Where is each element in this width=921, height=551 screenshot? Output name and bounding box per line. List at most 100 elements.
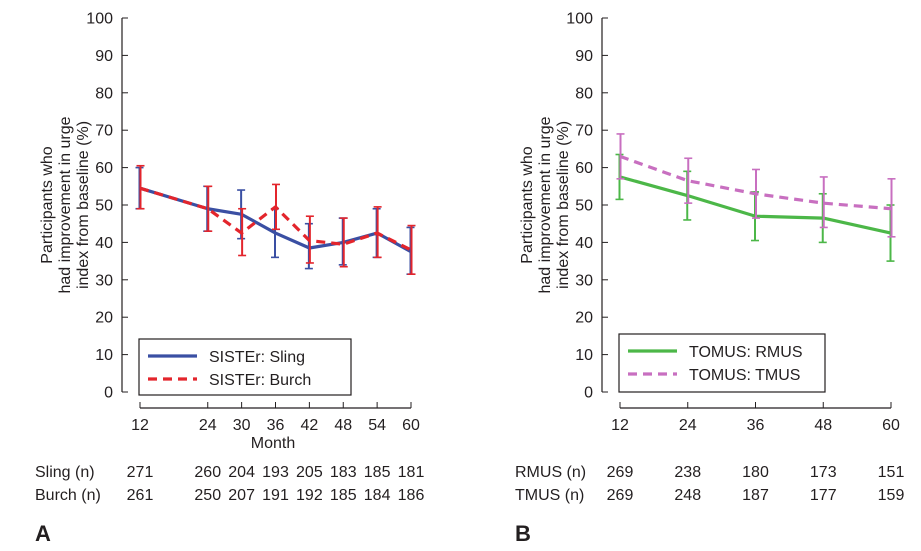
series-1 <box>616 133 896 238</box>
count-value: 151 <box>878 464 905 481</box>
count-value: 173 <box>810 464 837 481</box>
y-tick-label: 90 <box>575 48 593 65</box>
y-tick-label: 100 <box>86 11 113 28</box>
count-value: 192 <box>296 487 323 504</box>
x-tick-label: 12 <box>131 417 149 434</box>
y-tick-label: 80 <box>575 85 593 102</box>
count-value: 261 <box>127 487 154 504</box>
y-axis-title: Participants whohad improvement in urgei… <box>519 116 572 293</box>
y-tick-label: 60 <box>575 160 593 177</box>
count-row-label: Sling (n) <box>35 464 95 481</box>
series-1 <box>136 164 416 275</box>
panel-a-xlabel: Month <box>251 435 295 452</box>
count-value: 269 <box>607 487 634 504</box>
panel-b-y-axis: 0 10 20 30 40 50 60 70 80 90 100 Participants whoha… <box>519 11 608 402</box>
panel-a-legend: SISTEr: Sling SISTEr: Burch <box>138 338 352 396</box>
y-tick-label: 90 <box>95 48 113 65</box>
count-value: 271 <box>127 464 154 481</box>
y-axis-title-line: Participants who <box>39 146 56 263</box>
y-tick-label: 20 <box>95 310 113 327</box>
panel-a: 0 10 20 30 40 50 60 70 80 90 100 Participants whoha… <box>35 11 424 547</box>
count-value: 183 <box>330 464 357 481</box>
y-axis-title-line: had improvement in urge <box>537 116 554 293</box>
legend-box <box>138 338 352 396</box>
x-tick-label: 12 <box>611 417 629 434</box>
x-tick-label: 42 <box>300 417 318 434</box>
count-value: 187 <box>742 487 769 504</box>
x-tick-label: 48 <box>334 417 352 434</box>
count-value: 238 <box>674 464 701 481</box>
y-tick-label: 0 <box>584 385 593 402</box>
count-value: 186 <box>398 487 425 504</box>
y-tick-label: 30 <box>575 272 593 289</box>
panel-b: 0 10 20 30 40 50 60 70 80 90 100 Participants whoha… <box>515 11 904 547</box>
y-tick-label: 10 <box>95 347 113 364</box>
x-tick-label: 36 <box>267 417 285 434</box>
count-value: 185 <box>364 464 391 481</box>
count-value: 260 <box>194 464 221 481</box>
y-tick-label: 60 <box>95 160 113 177</box>
count-value: 269 <box>607 464 634 481</box>
legend-label: SISTEr: Burch <box>209 372 311 389</box>
y-axis-title-line: index from baseline (%) <box>75 121 92 289</box>
count-value: 181 <box>398 464 425 481</box>
count-value: 184 <box>364 487 391 504</box>
y-axis-title-line: had improvement in urge <box>57 116 74 293</box>
y-tick-label: 0 <box>104 385 113 402</box>
x-tick-label: 60 <box>402 417 420 434</box>
count-row-label: Burch (n) <box>35 487 101 504</box>
panel-b-label: B <box>515 521 531 546</box>
y-tick-label: 10 <box>575 347 593 364</box>
panel-b-x-axis: 12 24 36 48 60 <box>611 402 900 434</box>
x-tick-label: 36 <box>747 417 765 434</box>
panel-b-legend: TOMUS: RMUS TOMUS: TMUS <box>618 333 826 393</box>
y-axis-title-line: Participants who <box>519 146 536 263</box>
legend-label: SISTEr: Sling <box>209 349 305 366</box>
panel-b-counts: RMUS (n) 269 238 180 173 151 TMUS (n) 269 248 187… <box>515 464 904 504</box>
count-value: 248 <box>674 487 701 504</box>
y-tick-label: 40 <box>95 235 113 252</box>
count-value: 205 <box>296 464 323 481</box>
x-tick-label: 54 <box>368 417 386 434</box>
y-tick-label: 50 <box>95 198 113 215</box>
y-tick-label: 80 <box>95 85 113 102</box>
panel-a-label: A <box>35 521 51 546</box>
y-tick-label: 40 <box>575 235 593 252</box>
y-axis-title: Participants whohad improvement in urgei… <box>39 116 92 293</box>
legend-box <box>618 333 826 393</box>
count-row-label: RMUS (n) <box>515 464 586 481</box>
panel-a-plot <box>135 164 416 275</box>
y-tick-label: 70 <box>95 123 113 140</box>
x-tick-label: 60 <box>882 417 900 434</box>
count-value: 180 <box>742 464 769 481</box>
series-line <box>139 186 412 252</box>
count-row-label: TMUS (n) <box>515 487 584 504</box>
count-value: 250 <box>194 487 221 504</box>
x-tick-label: 30 <box>233 417 251 434</box>
y-tick-label: 50 <box>575 198 593 215</box>
panel-a-counts: Sling (n) 271 260 204 193 205 183 185 181 Burch (… <box>35 464 424 504</box>
y-tick-label: 70 <box>575 123 593 140</box>
y-tick-label: 20 <box>575 310 593 327</box>
count-value: 185 <box>330 487 357 504</box>
x-tick-label: 24 <box>679 417 697 434</box>
panel-b-plot <box>615 133 896 262</box>
y-tick-label: 30 <box>95 272 113 289</box>
series-line <box>619 154 892 211</box>
count-value: 204 <box>228 464 255 481</box>
panel-a-x-axis: 12 24 30 36 42 48 54 60 <box>131 402 420 434</box>
legend-label: TOMUS: TMUS <box>689 367 800 384</box>
x-tick-label: 24 <box>199 417 217 434</box>
count-value: 207 <box>228 487 255 504</box>
legend-label: TOMUS: RMUS <box>689 344 802 361</box>
x-tick-label: 48 <box>814 417 832 434</box>
count-value: 191 <box>262 487 289 504</box>
series-line <box>139 186 412 254</box>
y-axis-title-line: index from baseline (%) <box>555 121 572 289</box>
y-tick-label: 100 <box>566 11 593 28</box>
count-value: 193 <box>262 464 289 481</box>
count-value: 159 <box>878 487 905 504</box>
panel-a-y-axis: 0 10 20 30 40 50 60 70 80 90 100 Participants whoha… <box>39 11 128 402</box>
count-value: 177 <box>810 487 837 504</box>
